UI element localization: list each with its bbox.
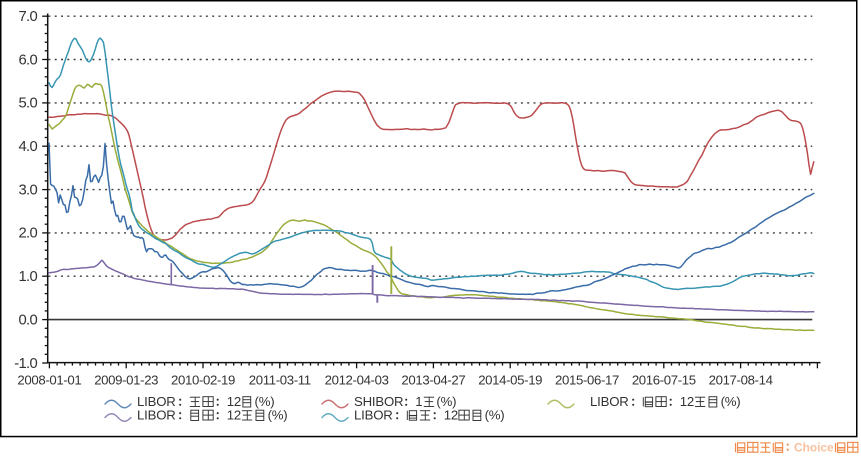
svg-text:2010-02-19: 2010-02-19 — [171, 373, 235, 388]
svg-text:(%): (%) — [721, 394, 741, 409]
svg-text:2017-08-14: 2017-08-14 — [709, 373, 773, 388]
svg-text:(%): (%) — [268, 408, 288, 423]
svg-text:LIBOR: LIBOR — [137, 394, 176, 409]
svg-text:12: 12 — [227, 408, 241, 423]
svg-text:5.0: 5.0 — [19, 96, 38, 112]
svg-text:1.0: 1.0 — [19, 269, 38, 285]
svg-text:2011-03-11: 2011-03-11 — [249, 373, 311, 388]
svg-text:7.0: 7.0 — [19, 9, 38, 25]
svg-text:12: 12 — [444, 408, 458, 423]
svg-text:(%): (%) — [485, 408, 505, 423]
svg-text:Choice: Choice — [794, 440, 834, 454]
svg-text:12: 12 — [680, 394, 694, 409]
svg-text:1: 1 — [415, 394, 422, 409]
svg-text:2009-01-23: 2009-01-23 — [94, 373, 158, 388]
svg-text:2012-04-03: 2012-04-03 — [325, 373, 389, 388]
svg-text:SHIBOR: SHIBOR — [354, 394, 403, 409]
svg-text:2013-04-27: 2013-04-27 — [401, 373, 465, 388]
svg-text:2015-06-17: 2015-06-17 — [555, 373, 619, 388]
svg-text:2014-05-19: 2014-05-19 — [478, 373, 542, 388]
svg-text:(%): (%) — [255, 394, 275, 409]
svg-text:LIBOR: LIBOR — [137, 408, 176, 423]
svg-text:0.0: 0.0 — [19, 312, 38, 328]
svg-text:LIBOR: LIBOR — [354, 408, 393, 423]
svg-text:2008-01-01: 2008-01-01 — [17, 373, 81, 388]
svg-text:-1.0: -1.0 — [14, 356, 37, 372]
svg-text:LIBOR: LIBOR — [590, 394, 629, 409]
svg-text:2.0: 2.0 — [19, 226, 38, 242]
svg-text:6.0: 6.0 — [19, 52, 38, 68]
svg-text:3.0: 3.0 — [19, 182, 38, 198]
svg-text:(%): (%) — [436, 394, 456, 409]
svg-text:12: 12 — [227, 394, 241, 409]
svg-text:4.0: 4.0 — [19, 139, 38, 155]
svg-text:2016-07-15: 2016-07-15 — [632, 373, 696, 388]
